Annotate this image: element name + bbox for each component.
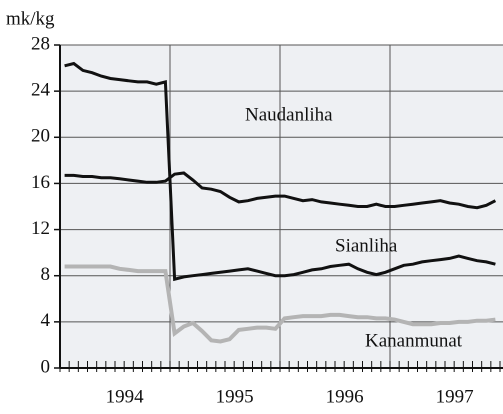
y-axis-label: mk/kg [6,8,55,29]
y-tick-label: 16 [31,172,50,193]
x-tick-label: 1995 [216,386,254,407]
y-tick-label: 24 [31,80,51,101]
x-tick-label: 1996 [326,386,364,407]
series-label: Kananmunat [365,330,463,351]
series-label: Naudanliha [245,104,333,125]
series-label: Sianliha [335,235,398,256]
y-tick-label: 28 [31,33,50,54]
series-line [64,61,496,282]
series-line [64,171,497,210]
x-tick-label: 1997 [436,386,474,407]
x-tick-label: 1994 [106,386,145,407]
plot-background [60,45,503,368]
y-tick-label: 0 [41,356,51,377]
y-tick-label: 12 [31,218,50,239]
y-tick-label: 20 [31,126,50,147]
series-line [64,264,496,344]
y-tick-label: 8 [41,264,51,285]
y-tick-label: 4 [41,310,51,331]
